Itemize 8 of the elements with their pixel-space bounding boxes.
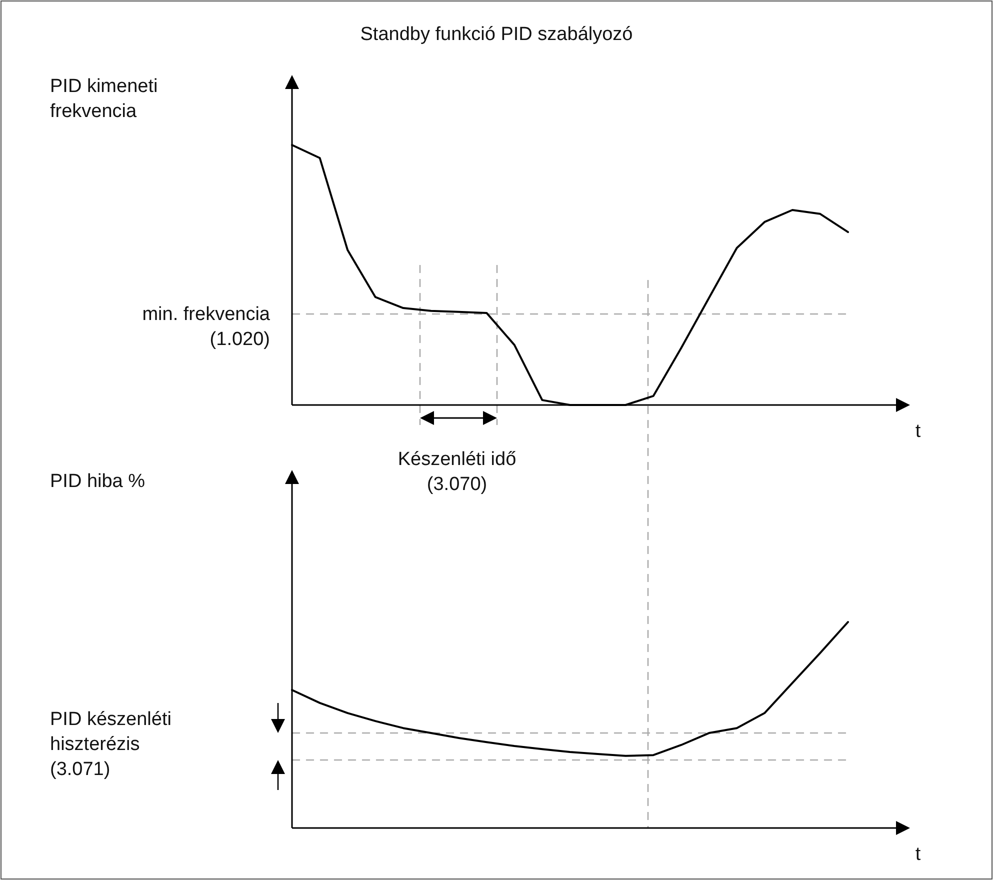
chart-title: Standby funkció PID szabályozó xyxy=(360,24,633,45)
x-axis-title: t xyxy=(915,421,922,442)
y-axis-title: PID kimeneti frekvencia xyxy=(50,76,158,122)
text: Készenléti idő (3.070) xyxy=(398,449,516,495)
x-axis-title: t xyxy=(915,844,922,865)
ref-line-label: min. frekvencia (1.020) xyxy=(142,304,270,350)
y-axis-title: PID hiba % xyxy=(50,471,146,492)
text: PID készenléti hiszterézis (3.071) xyxy=(50,709,172,780)
